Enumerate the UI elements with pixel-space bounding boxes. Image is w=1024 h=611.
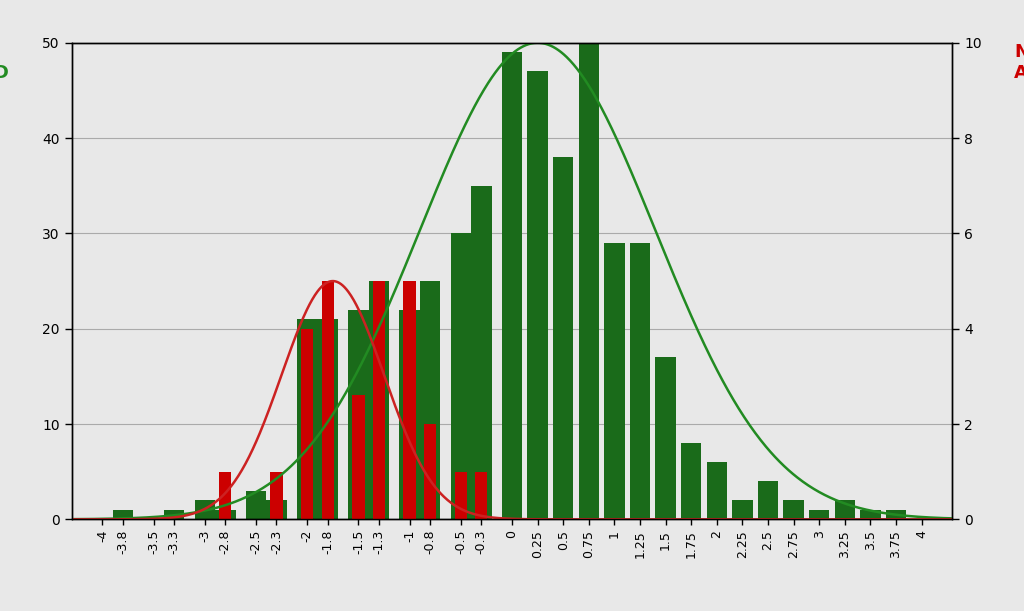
Bar <box>451 233 471 519</box>
Bar <box>471 186 492 519</box>
Bar <box>527 71 548 519</box>
Bar <box>317 319 338 519</box>
Text: N
ASD: N ASD <box>0 43 10 82</box>
Bar <box>707 462 727 519</box>
Bar <box>732 500 753 519</box>
Text: N
ASP: N ASP <box>1014 43 1024 82</box>
Bar <box>553 157 573 519</box>
Bar <box>352 395 365 519</box>
Bar <box>219 472 231 519</box>
Bar <box>297 319 317 519</box>
Bar <box>455 472 467 519</box>
Bar <box>403 281 416 519</box>
Bar <box>579 43 599 519</box>
Bar <box>809 510 829 519</box>
Bar <box>195 500 215 519</box>
Bar <box>604 243 625 519</box>
Bar <box>246 491 266 519</box>
Bar <box>420 281 440 519</box>
Bar <box>113 510 133 519</box>
Bar <box>373 281 385 519</box>
Bar <box>835 500 855 519</box>
Bar <box>630 243 650 519</box>
Bar <box>301 329 313 519</box>
Bar <box>424 424 436 519</box>
Bar <box>369 281 389 519</box>
Bar <box>399 310 420 519</box>
Bar <box>681 443 701 519</box>
Bar <box>322 281 334 519</box>
Bar <box>783 500 804 519</box>
Bar <box>758 481 778 519</box>
Bar <box>475 472 487 519</box>
Bar <box>655 357 676 519</box>
Bar <box>266 500 287 519</box>
Bar <box>215 510 236 519</box>
Bar <box>348 310 369 519</box>
Bar <box>860 510 881 519</box>
Bar <box>886 510 906 519</box>
Bar <box>164 510 184 519</box>
Bar <box>502 53 522 519</box>
Bar <box>270 472 283 519</box>
